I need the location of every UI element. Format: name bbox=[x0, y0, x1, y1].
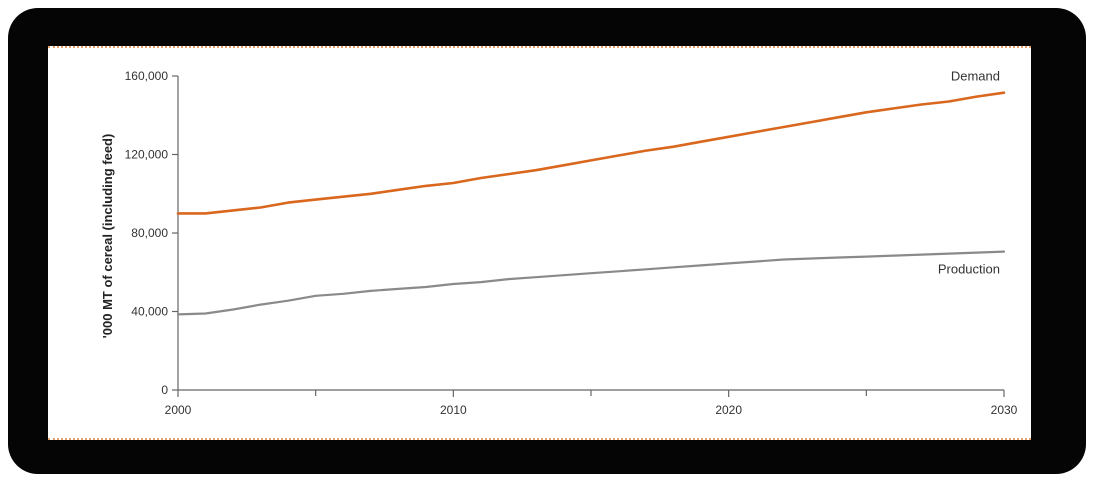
x-tick-label: 2010 bbox=[440, 403, 467, 417]
series-label-demand: Demand bbox=[951, 69, 1000, 84]
x-tick-label: 2000 bbox=[165, 403, 192, 417]
x-tick-label: 2020 bbox=[715, 403, 742, 417]
axes: 0 40,000 80,000 120,000 160,000 2000 2010 2020 2… bbox=[125, 69, 1018, 417]
series-layer: Demand Production bbox=[176, 69, 1006, 316]
series-line-production bbox=[176, 250, 1006, 316]
y-tick-label: 120,000 bbox=[125, 148, 169, 162]
x-tick-label: 2030 bbox=[991, 403, 1018, 417]
y-tick-label: 80,000 bbox=[131, 226, 168, 240]
y-tick-label: 160,000 bbox=[125, 69, 169, 83]
y-tick-label: 0 bbox=[161, 383, 168, 397]
series-line-demand bbox=[176, 91, 1006, 215]
dotted-border-top bbox=[48, 46, 1031, 48]
series-label-production: Production bbox=[938, 262, 1000, 277]
y-axis-label: '000 MT of cereal (including feed) bbox=[100, 134, 115, 339]
y-tick-label: 40,000 bbox=[131, 305, 168, 319]
dotted-border-bottom bbox=[48, 438, 1031, 440]
